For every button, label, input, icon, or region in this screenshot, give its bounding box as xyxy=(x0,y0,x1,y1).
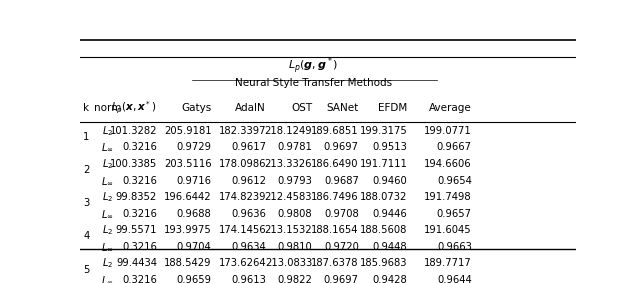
Text: $L_2$: $L_2$ xyxy=(102,223,113,237)
Text: 0.9513: 0.9513 xyxy=(372,143,408,153)
Text: 0.9810: 0.9810 xyxy=(277,242,312,252)
Text: AdaIN: AdaIN xyxy=(236,103,266,113)
Text: 203.5116: 203.5116 xyxy=(164,159,211,169)
Text: $L_2$: $L_2$ xyxy=(102,256,113,270)
Text: $L_\infty$: $L_\infty$ xyxy=(101,274,114,283)
Text: $L_\infty$: $L_\infty$ xyxy=(101,175,114,186)
Text: 174.8239: 174.8239 xyxy=(218,192,266,202)
Text: 194.6606: 194.6606 xyxy=(424,159,472,169)
Text: 0.9793: 0.9793 xyxy=(277,176,312,186)
Text: 0.9428: 0.9428 xyxy=(372,275,408,283)
Text: 0.9822: 0.9822 xyxy=(277,275,312,283)
Text: 0.9663: 0.9663 xyxy=(437,242,472,252)
Text: Neural Style Transfer Methods: Neural Style Transfer Methods xyxy=(234,78,392,88)
Text: 0.9781: 0.9781 xyxy=(277,143,312,153)
Text: 182.3397: 182.3397 xyxy=(218,126,266,136)
Text: $L_\infty$: $L_\infty$ xyxy=(101,208,114,220)
Text: 0.9697: 0.9697 xyxy=(324,143,359,153)
Text: 188.5608: 188.5608 xyxy=(360,225,408,235)
Text: 189.7717: 189.7717 xyxy=(424,258,472,268)
Text: 0.9644: 0.9644 xyxy=(437,275,472,283)
Text: 0.9808: 0.9808 xyxy=(278,209,312,219)
Text: Average: Average xyxy=(429,103,472,113)
Text: 4: 4 xyxy=(83,231,90,241)
Text: 0.3216: 0.3216 xyxy=(122,242,157,252)
Text: $L_p(\boldsymbol{g},\boldsymbol{g}^*)$: $L_p(\boldsymbol{g},\boldsymbol{g}^*)$ xyxy=(288,55,338,76)
Text: 196.6442: 196.6442 xyxy=(164,192,211,202)
Text: 199.3175: 199.3175 xyxy=(360,126,408,136)
Text: 99.5571: 99.5571 xyxy=(115,225,157,235)
Text: OST: OST xyxy=(291,103,312,113)
Text: 0.9460: 0.9460 xyxy=(372,176,408,186)
Text: k: k xyxy=(83,103,90,113)
Text: 174.1456: 174.1456 xyxy=(218,225,266,235)
Text: 0.9657: 0.9657 xyxy=(437,209,472,219)
Text: 193.9975: 193.9975 xyxy=(164,225,211,235)
Text: 191.7498: 191.7498 xyxy=(424,192,472,202)
Text: 188.0732: 188.0732 xyxy=(360,192,408,202)
Text: 0.3216: 0.3216 xyxy=(122,176,157,186)
Text: $L_2$: $L_2$ xyxy=(102,124,113,138)
Text: 188.5429: 188.5429 xyxy=(164,258,211,268)
Text: 187.6378: 187.6378 xyxy=(311,258,359,268)
Text: 0.9636: 0.9636 xyxy=(231,209,266,219)
Text: $L_2$: $L_2$ xyxy=(102,190,113,204)
Text: 1: 1 xyxy=(83,132,90,142)
Text: 99.4434: 99.4434 xyxy=(116,258,157,268)
Text: 212.4583: 212.4583 xyxy=(264,192,312,202)
Text: EFDM: EFDM xyxy=(378,103,408,113)
Text: $L_\infty$: $L_\infty$ xyxy=(101,241,114,253)
Text: 178.0986: 178.0986 xyxy=(218,159,266,169)
Text: 100.3385: 100.3385 xyxy=(109,159,157,169)
Text: $L_p(\boldsymbol{x},\boldsymbol{x}^*)$: $L_p(\boldsymbol{x},\boldsymbol{x}^*)$ xyxy=(111,100,157,116)
Text: 0.9697: 0.9697 xyxy=(324,275,359,283)
Text: Gatys: Gatys xyxy=(181,103,211,113)
Text: 189.6851: 189.6851 xyxy=(311,126,359,136)
Text: 3: 3 xyxy=(83,198,90,208)
Text: 173.6264: 173.6264 xyxy=(218,258,266,268)
Text: 0.9729: 0.9729 xyxy=(177,143,211,153)
Text: 191.7111: 191.7111 xyxy=(360,159,408,169)
Text: 0.9687: 0.9687 xyxy=(324,176,359,186)
Text: 0.3216: 0.3216 xyxy=(122,275,157,283)
Text: 0.9634: 0.9634 xyxy=(231,242,266,252)
Text: 186.6490: 186.6490 xyxy=(311,159,359,169)
Text: 213.3326: 213.3326 xyxy=(264,159,312,169)
Text: 0.3216: 0.3216 xyxy=(122,143,157,153)
Text: 205.9181: 205.9181 xyxy=(164,126,211,136)
Text: 0.9708: 0.9708 xyxy=(324,209,359,219)
Text: $L_2$: $L_2$ xyxy=(102,157,113,171)
Text: 0.9688: 0.9688 xyxy=(177,209,211,219)
Text: 0.9446: 0.9446 xyxy=(372,209,408,219)
Text: 0.9448: 0.9448 xyxy=(372,242,408,252)
Text: 2: 2 xyxy=(83,165,90,175)
Text: 188.1654: 188.1654 xyxy=(311,225,359,235)
Text: 185.9683: 185.9683 xyxy=(360,258,408,268)
Text: 0.9704: 0.9704 xyxy=(177,242,211,252)
Text: 199.0771: 199.0771 xyxy=(424,126,472,136)
Text: $L_\infty$: $L_\infty$ xyxy=(101,142,114,153)
Text: 101.3282: 101.3282 xyxy=(109,126,157,136)
Text: 213.0833: 213.0833 xyxy=(265,258,312,268)
Text: 0.9720: 0.9720 xyxy=(324,242,359,252)
Text: 0.9612: 0.9612 xyxy=(231,176,266,186)
Text: 191.6045: 191.6045 xyxy=(424,225,472,235)
Text: 186.7496: 186.7496 xyxy=(311,192,359,202)
Text: 213.1532: 213.1532 xyxy=(264,225,312,235)
Text: 0.9667: 0.9667 xyxy=(437,143,472,153)
Text: 218.1249: 218.1249 xyxy=(264,126,312,136)
Text: 5: 5 xyxy=(83,265,90,275)
Text: 0.3216: 0.3216 xyxy=(122,209,157,219)
Text: 0.9716: 0.9716 xyxy=(177,176,211,186)
Text: norm: norm xyxy=(93,103,121,113)
Text: 0.9659: 0.9659 xyxy=(177,275,211,283)
Text: 0.9617: 0.9617 xyxy=(231,143,266,153)
Text: 0.9613: 0.9613 xyxy=(231,275,266,283)
Text: SANet: SANet xyxy=(326,103,359,113)
Text: 0.9654: 0.9654 xyxy=(437,176,472,186)
Text: 99.8352: 99.8352 xyxy=(116,192,157,202)
